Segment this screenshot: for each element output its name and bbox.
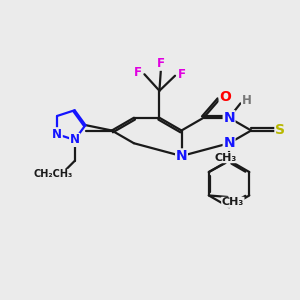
Text: F: F bbox=[157, 57, 165, 70]
Text: CH₃: CH₃ bbox=[222, 197, 244, 207]
Text: CH₃: CH₃ bbox=[214, 153, 236, 163]
Text: N: N bbox=[223, 111, 235, 125]
Text: N: N bbox=[223, 136, 235, 150]
Text: F: F bbox=[134, 66, 142, 79]
Text: CH₂CH₃: CH₂CH₃ bbox=[33, 169, 72, 179]
Text: S: S bbox=[275, 124, 285, 137]
Text: N: N bbox=[176, 149, 187, 163]
Text: O: O bbox=[219, 90, 231, 104]
Text: N: N bbox=[70, 134, 80, 146]
Text: F: F bbox=[178, 68, 186, 81]
Text: N: N bbox=[52, 128, 62, 141]
Text: H: H bbox=[242, 94, 251, 107]
